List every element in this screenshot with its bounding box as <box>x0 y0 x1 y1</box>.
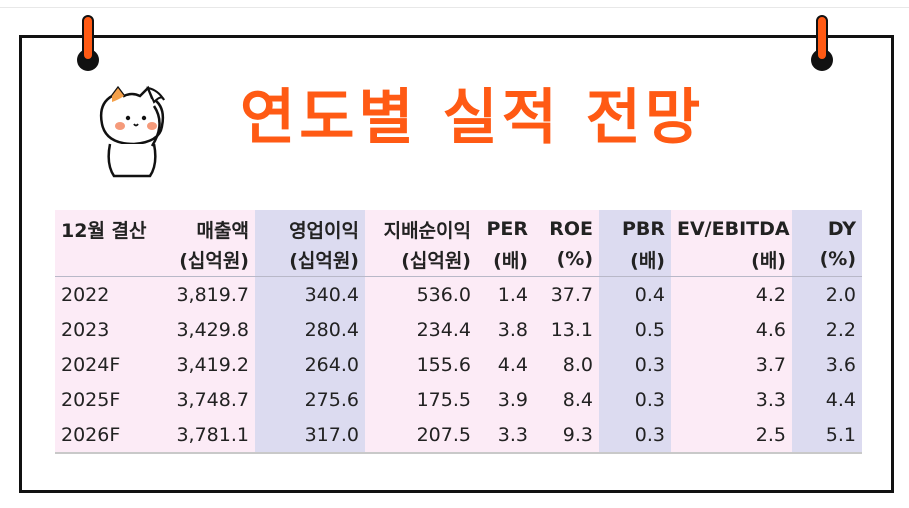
cell-year: 2026F <box>55 417 160 454</box>
header-revenue: 매출액 <box>160 210 255 244</box>
cell-ev-ebitda: 4.2 <box>671 276 792 312</box>
cell-net-income: 234.4 <box>365 312 477 347</box>
table-row: 2024F 3,419.2 264.0 155.6 4.4 8.0 0.3 3.… <box>55 347 862 382</box>
cell-roe: 8.4 <box>534 382 599 417</box>
forecast-table: 12월 결산 매출액 영업이익 지배순이익 PER ROE PBR EV/EBI… <box>55 210 862 454</box>
cell-dy: 2.2 <box>792 312 862 347</box>
table-row: 2022 3,819.7 340.4 536.0 1.4 37.7 0.4 4.… <box>55 276 862 312</box>
header-dy-unit: (%) <box>792 244 862 277</box>
header-row-1: 12월 결산 매출액 영업이익 지배순이익 PER ROE PBR EV/EBI… <box>55 210 862 244</box>
header-per: PER <box>477 210 534 244</box>
cell-year: 2023 <box>55 312 160 347</box>
cat-saluting-icon <box>99 85 165 178</box>
cell-year: 2025F <box>55 382 160 417</box>
cell-ev-ebitda: 2.5 <box>671 417 792 454</box>
pin-icon <box>77 15 99 71</box>
cell-revenue: 3,781.1 <box>160 417 255 454</box>
cell-operating-profit: 317.0 <box>255 417 365 454</box>
header-dy: DY <box>792 210 862 244</box>
header-fiscal-year: 12월 결산 <box>55 210 160 244</box>
table-row: 2025F 3,748.7 275.6 175.5 3.9 8.4 0.3 3.… <box>55 382 862 417</box>
cell-pbr: 0.4 <box>599 276 671 312</box>
cell-per: 1.4 <box>477 276 534 312</box>
cell-pbr: 0.3 <box>599 382 671 417</box>
cell-ev-ebitda: 3.7 <box>671 347 792 382</box>
cell-operating-profit: 340.4 <box>255 276 365 312</box>
cell-per: 3.3 <box>477 417 534 454</box>
cell-dy: 4.4 <box>792 382 862 417</box>
pin-icon <box>811 15 833 71</box>
cell-pbr: 0.3 <box>599 347 671 382</box>
cell-dy: 3.6 <box>792 347 862 382</box>
table-row: 2026F 3,781.1 317.0 207.5 3.3 9.3 0.3 2.… <box>55 417 862 454</box>
cell-roe: 8.0 <box>534 347 599 382</box>
cell-net-income: 536.0 <box>365 276 477 312</box>
cell-ev-ebitda: 4.6 <box>671 312 792 347</box>
cell-net-income: 207.5 <box>365 417 477 454</box>
cell-revenue: 3,429.8 <box>160 312 255 347</box>
cell-ev-ebitda: 3.3 <box>671 382 792 417</box>
cell-roe: 13.1 <box>534 312 599 347</box>
top-divider <box>0 7 909 8</box>
cell-revenue: 3,419.2 <box>160 347 255 382</box>
header-roe-unit: (%) <box>534 244 599 277</box>
cell-net-income: 155.6 <box>365 347 477 382</box>
header-ev-ebitda-unit: (배) <box>671 244 792 277</box>
cell-net-income: 175.5 <box>365 382 477 417</box>
header-net-income-unit: (십억원) <box>365 244 477 277</box>
cell-year: 2024F <box>55 347 160 382</box>
header-roe: ROE <box>534 210 599 244</box>
cell-operating-profit: 275.6 <box>255 382 365 417</box>
table-row: 2023 3,429.8 280.4 234.4 3.8 13.1 0.5 4.… <box>55 312 862 347</box>
cell-roe: 9.3 <box>534 417 599 454</box>
cell-pbr: 0.3 <box>599 417 671 454</box>
cell-roe: 37.7 <box>534 276 599 312</box>
header-operating-profit-unit: (십억원) <box>255 244 365 277</box>
header-fiscal-year-unit <box>55 244 160 277</box>
cell-year: 2022 <box>55 276 160 312</box>
cell-pbr: 0.5 <box>599 312 671 347</box>
cell-dy: 2.0 <box>792 276 862 312</box>
header-pbr-unit: (배) <box>599 244 671 277</box>
header-revenue-unit: (십억원) <box>160 244 255 277</box>
header-pbr: PBR <box>599 210 671 244</box>
cell-dy: 5.1 <box>792 417 862 454</box>
cell-revenue: 3,748.7 <box>160 382 255 417</box>
forecast-table-wrap: 12월 결산 매출액 영업이익 지배순이익 PER ROE PBR EV/EBI… <box>55 210 862 467</box>
header-net-income: 지배순이익 <box>365 210 477 244</box>
header-ev-ebitda: EV/EBITDA <box>671 210 792 244</box>
cell-per: 3.9 <box>477 382 534 417</box>
cell-revenue: 3,819.7 <box>160 276 255 312</box>
cell-per: 4.4 <box>477 347 534 382</box>
cell-operating-profit: 280.4 <box>255 312 365 347</box>
cell-operating-profit: 264.0 <box>255 347 365 382</box>
page-title: 연도별 실적 전망 <box>240 83 705 153</box>
header-operating-profit: 영업이익 <box>255 210 365 244</box>
cell-per: 3.8 <box>477 312 534 347</box>
header-per-unit: (배) <box>477 244 534 277</box>
header-row-2: (십억원) (십억원) (십억원) (배) (%) (배) (배) (%) <box>55 244 862 277</box>
